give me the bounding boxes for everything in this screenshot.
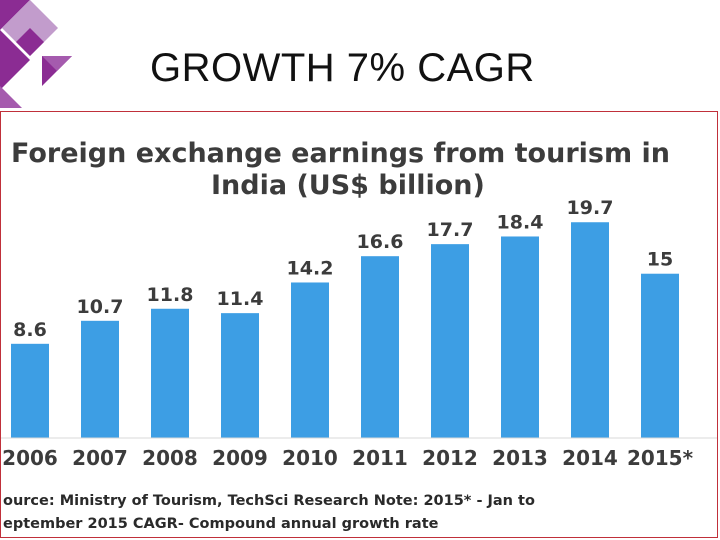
bar-2007 — [81, 320, 119, 438]
x-tick-label-2010: 2010 — [282, 446, 338, 470]
decorative-cubes-logo — [0, 0, 72, 108]
bar-chart: Foreign exchange earnings from tourism i… — [1, 138, 717, 532]
bar-2009 — [221, 313, 259, 438]
chart-frame: Foreign exchange earnings from tourism i… — [0, 111, 718, 538]
bar-2012 — [431, 244, 469, 438]
x-tick-label-2006: 2006 — [2, 446, 58, 470]
bar-2014 — [571, 222, 609, 438]
data-label-2007: 10.7 — [77, 296, 124, 318]
x-tick-label-2007: 2007 — [72, 446, 128, 470]
chart-title-line-1: Foreign exchange earnings from tourism i… — [11, 138, 670, 169]
data-label-2009: 11.4 — [217, 288, 264, 310]
data-label-2014: 19.7 — [567, 197, 614, 219]
x-tick-label-2012: 2012 — [422, 446, 478, 470]
x-tick-label-2014: 2014 — [562, 446, 618, 470]
bar-2011 — [361, 256, 399, 438]
x-tick-label-2008: 2008 — [142, 446, 198, 470]
x-tick-label-2013: 2013 — [492, 446, 548, 470]
data-label-2010: 14.2 — [287, 257, 334, 279]
x-tick-label-2009: 2009 — [212, 446, 268, 470]
data-label-2011: 16.6 — [357, 231, 404, 253]
data-label-2015*: 15 — [647, 249, 673, 271]
bar-2008 — [151, 308, 189, 438]
data-label-2013: 18.4 — [497, 211, 544, 233]
data-label-2006: 8.6 — [13, 319, 47, 341]
slide-title: GROWTH 7% CAGR — [150, 46, 535, 90]
bar-2015* — [641, 273, 679, 438]
data-label-2008: 11.8 — [147, 284, 194, 306]
source-line-1: ource: Ministry of Tourism, TechSci Rese… — [3, 493, 535, 509]
x-tick-label-2011: 2011 — [352, 446, 408, 470]
x-tick-labels: 2006 2007 2008 2009 2010 2011 2012 2013 2014 2015… — [2, 446, 693, 470]
bar-2010 — [291, 282, 329, 438]
bar-2013 — [501, 236, 539, 438]
bar-group: 8.6 10.7 11.8 11.4 14.2 16.6 17.7 18.4 19.7 15 — [11, 197, 679, 438]
data-label-2012: 17.7 — [427, 219, 474, 241]
bar-2006 — [11, 343, 49, 438]
chart-title-line-2: India (US$ billion) — [211, 170, 485, 201]
source-line-2: eptember 2015 CAGR- Compound annual grow… — [3, 516, 439, 532]
x-tick-label-2015*: 2015* — [627, 446, 694, 470]
